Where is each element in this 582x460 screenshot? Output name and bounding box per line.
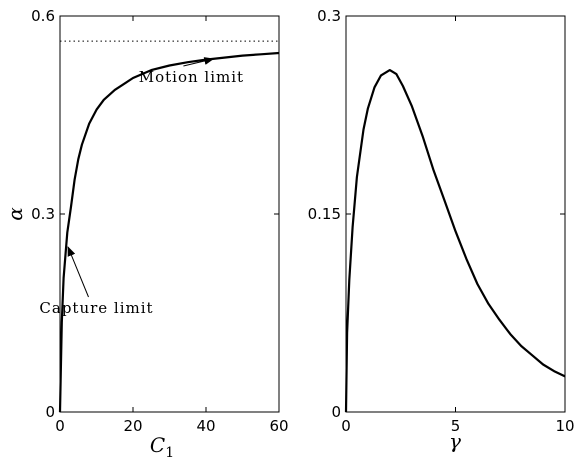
- left-annotation-arrow-0: [183, 57, 215, 67]
- right-ytick-label: 0.3: [317, 7, 341, 25]
- right-ticks: 0 5 10 0 0.15 0.3: [308, 7, 575, 435]
- right-ytick-label: 0.15: [308, 205, 341, 223]
- left-series-line-0: [58, 51, 280, 413]
- left-xtick-label: 40: [196, 417, 215, 435]
- left-annotation-label-0: Motion limit: [139, 68, 244, 86]
- left-xtick-label: 0: [55, 417, 65, 435]
- left-xtick-label: 60: [269, 417, 288, 435]
- right-xtick-label: 5: [451, 417, 461, 435]
- left-ytick-label: 0.3: [31, 205, 55, 223]
- right-xlabel: γ: [449, 429, 461, 453]
- left-ylabel: α: [3, 207, 27, 221]
- left-annotations: Motion limit Capture limit: [39, 57, 244, 317]
- right-ytick-label: 0: [331, 403, 341, 421]
- left-ticks: 0 20 40 60 0 0.3 0.6: [31, 7, 288, 435]
- right-plot-frame: [345, 15, 566, 413]
- left-chart: 0 20 40 60 0 0.3 0.6 Motion limit Capture limit…: [3, 7, 289, 460]
- right-xtick-label: 0: [341, 417, 351, 435]
- right-xtick-label: 10: [555, 417, 574, 435]
- right-series-line-0: [344, 68, 566, 413]
- right-chart: 0 5 10 0 0.15 0.3 γ: [308, 7, 575, 453]
- left-ytick-label: 0.6: [31, 7, 55, 25]
- left-xtick-label: 20: [123, 417, 142, 435]
- left-xlabel-main: C: [150, 433, 165, 457]
- left-annotation-arrow-1: [67, 246, 89, 298]
- left-annotation-label-1: Capture limit: [39, 299, 153, 317]
- left-series: [58, 40, 280, 413]
- left-ytick-label: 0: [45, 403, 55, 421]
- left-xlabel-subscript: 1: [165, 445, 174, 460]
- left-xlabel: C1: [150, 433, 174, 460]
- right-series: [344, 68, 566, 413]
